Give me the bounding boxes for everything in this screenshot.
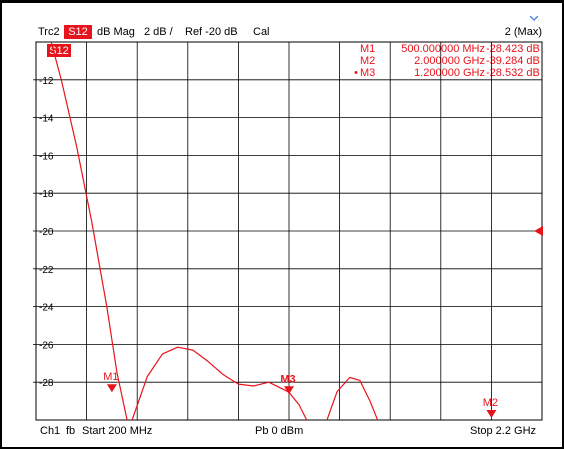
marker-m2-label[interactable]: M2 [483,397,498,409]
y-tick-label: -16 [39,151,54,162]
trace-line-s12 [50,42,128,420]
trace-line-s12 [326,376,379,420]
marker-info-freq: 1.200000 GHz [414,67,485,79]
trace-name[interactable]: Trc2 [38,26,60,38]
marker-m1-triangle[interactable] [106,384,117,393]
marker-info-freq: 500.000000 MHz [401,43,485,55]
y-tick-label: -22 [39,265,54,276]
scale-label[interactable]: 2 dB / [144,26,173,38]
reference-level-marker [534,226,543,236]
marker-m3-label[interactable]: M3 [280,373,295,385]
marker-info-id: M1 [360,43,376,55]
stop-frequency-label[interactable]: Stop 2.2 GHz [470,425,537,437]
marker-m1-label[interactable]: M1 [103,371,118,383]
marker-m3-triangle[interactable] [284,386,294,395]
marker-info-value: -28.532 dB [486,67,540,79]
y-tick-label: -20 [39,227,54,238]
y-tick-label: -12 [39,76,54,87]
marker-info-prefix: • [354,67,358,79]
y-tick-label: -14 [39,114,54,125]
power-label[interactable]: Pb 0 dBm [255,425,304,437]
marker-info-id: M3 [360,67,376,79]
chevron-down-icon[interactable] [530,16,538,21]
marker-info-value: -39.284 dB [486,55,540,67]
format-label[interactable]: dB Mag [97,26,135,38]
ref-level-label[interactable]: Ref -20 dB [185,26,238,38]
y-tick-label: -26 [39,340,54,351]
y-tick-label: -28 [39,378,54,389]
y-tick-label: -18 [39,189,54,200]
channel-label[interactable]: Ch1 [40,425,61,437]
channel-mode-label: fb [66,425,76,437]
marker-info-id: M2 [360,55,376,67]
start-frequency-label[interactable]: Start 200 MHz [82,425,153,437]
cal-label[interactable]: Cal [253,26,270,38]
marker-info-freq: 2.000000 GHz [414,55,485,67]
marker-info-value: -28.423 dB [486,43,540,55]
trace-param-badge[interactable]: S12 [64,25,92,39]
y-tick-label: -24 [39,303,54,314]
window-label[interactable]: 2 (Max) [504,26,542,38]
marker-m2-triangle[interactable] [486,410,497,418]
